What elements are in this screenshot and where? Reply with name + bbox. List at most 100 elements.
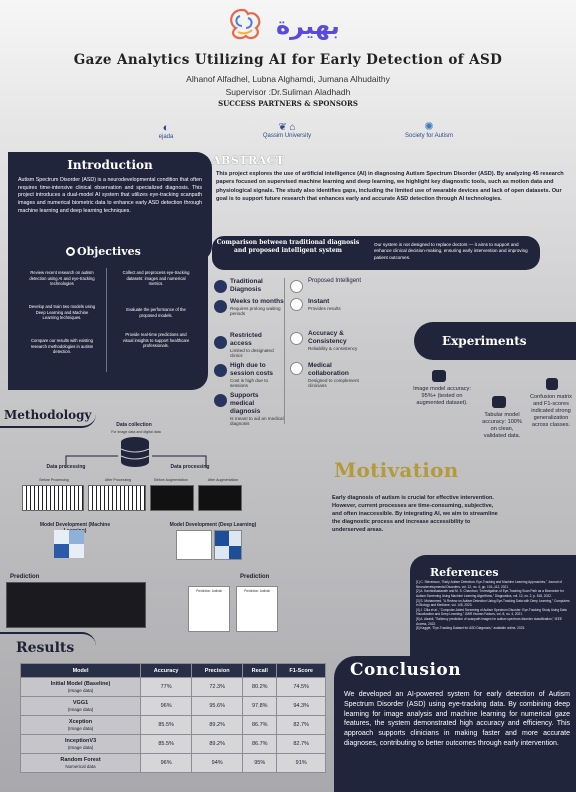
- prediction-label: Prediction: [10, 574, 40, 580]
- poster-title: Gaze Analytics Utilizing AI for Early De…: [73, 52, 503, 68]
- precision-cell: 89.2%: [191, 715, 244, 735]
- reference-item: [1] C. Stevenson, "Early Autism Detectio…: [416, 580, 563, 589]
- reference-item: [5] A. Alsaidi, "Saliency prediction of …: [416, 617, 562, 626]
- conclusion-text: We developed an AI-powered system for ea…: [344, 691, 570, 747]
- introduction-heading: Introduction: [67, 158, 153, 172]
- objective-item: Develop and train two models using Deep …: [28, 304, 96, 321]
- methodology-underline: [0, 400, 96, 428]
- ai-icon: [290, 280, 303, 293]
- abstract-text: This project explores the use of artific…: [216, 171, 564, 203]
- reference-item: [3] S. Mohammed, "A Review on Autism Det…: [416, 598, 570, 608]
- column-header: F1-Score: [276, 663, 326, 678]
- accuracy-cell: 85.5%: [140, 734, 193, 754]
- prediction-image: Prediction: Autistic: [236, 586, 278, 632]
- abstract-heading: ABSTRACT: [212, 154, 285, 167]
- stethoscope-icon: [214, 394, 227, 407]
- model-cell: Initial Model (Baseline) (Image data): [19, 677, 142, 697]
- references-panel: [410, 555, 576, 675]
- before-processing-image: [22, 485, 84, 511]
- database-icon: [120, 437, 150, 467]
- methodology-heading: Methodology: [4, 408, 92, 422]
- coin-icon: [214, 364, 227, 377]
- table-row: VGG1 (Image data) 96% 95.6% 97.8% 94.3%: [19, 696, 326, 716]
- experiment-item: Image model accuracy: 95%+ (tested on au…: [413, 386, 471, 406]
- results-table: Model Accuracy Precision Recall F1-Score…: [19, 663, 326, 773]
- recall-cell: 86.7%: [242, 715, 278, 735]
- recall-cell: 86.7%: [242, 734, 278, 754]
- before-augmentation-label: Before Augmentation: [154, 478, 188, 482]
- f1-cell: 82.7%: [276, 715, 326, 735]
- conclusion-heading: Conclusion: [350, 660, 462, 680]
- motivation-text: Early diagnosis of autism is crucial for…: [332, 495, 498, 534]
- model-cell: VGG1 (Image data): [19, 696, 142, 716]
- objective-item: Compare our results with existing resear…: [30, 338, 94, 355]
- table-header-row: Model Accuracy Precision Recall F1-Score: [19, 663, 326, 678]
- table-row: Initial Model (Baseline) (Image data) 77%…: [19, 677, 326, 697]
- results-heading: Results: [16, 640, 75, 656]
- column-header: Recall: [242, 663, 278, 678]
- data-processing-label: Data processing: [170, 464, 210, 470]
- table-icon: [492, 396, 506, 408]
- dl-training-plot: [176, 530, 212, 560]
- results-overline: [0, 632, 96, 660]
- lock-icon: [214, 336, 227, 349]
- table-row: InceptionV3 (Image data) 85.5% 89.2% 86.7…: [19, 734, 326, 754]
- objectives-heading: Objectives: [66, 245, 141, 258]
- proposed-item: Medical collaboration Designed to complem…: [308, 362, 359, 389]
- sponsor-logo-ejada: ◐ ejada: [158, 122, 174, 140]
- objectives-divider: [106, 268, 107, 372]
- reference-item: [4] J. Cilia et al., "Computer-Aided Scr…: [416, 607, 567, 617]
- logo-text: بهيرة: [276, 12, 340, 40]
- proposed-item: Instant Provides results: [308, 298, 341, 311]
- motivation-heading: Motivation: [334, 458, 459, 482]
- introduction-text: Autism Spectrum Disorder (ASD) is a neur…: [18, 177, 202, 214]
- recall-cell: 97.8%: [242, 696, 278, 716]
- column-header: Precision: [191, 663, 244, 678]
- comparison-divider: [284, 278, 285, 424]
- objective-item: Provide real-time predictions and visual…: [122, 332, 190, 349]
- model-cell: Xception (Image data): [19, 715, 142, 735]
- comparison-note: Our system is not designed to replace do…: [364, 236, 540, 270]
- authors: Alhanof Alfadhel, Lubna Alghamdi, Jumana…: [186, 74, 390, 84]
- proposed-item: Accuracy & Consistency Reliability & cons…: [308, 330, 358, 351]
- objective-item: Collect and preprocess eye-tracking data…: [122, 270, 190, 287]
- experiment-item: Tabular model accuracy: 100% on clean, v…: [482, 412, 522, 439]
- prediction-code-output: [6, 582, 146, 628]
- references-heading: References: [430, 566, 499, 579]
- f1-cell: 91%: [276, 753, 326, 773]
- traditional-item: Supports medical diagnosis Is meant to ai…: [230, 392, 284, 426]
- table-row: Random Forest Numerical data 96% 94% 95% …: [19, 753, 326, 773]
- f1-cell: 74.5%: [276, 677, 326, 697]
- dl-confusion-matrix: [214, 530, 242, 560]
- references-list: [1] C. Stevenson, "Early Autism Detectio…: [416, 580, 570, 631]
- experiments-heading: Experiments: [414, 322, 576, 360]
- model-cell: Random Forest Numerical data: [19, 753, 142, 773]
- table-row: Xception (Image data) 85.5% 89.2% 86.7% 8…: [19, 715, 326, 735]
- precision-cell: 89.2%: [191, 734, 244, 754]
- precision-cell: 94%: [191, 753, 244, 773]
- data-collection-sub: For image data and digital data: [111, 430, 161, 434]
- objective-item: Review recent research on autism detecti…: [29, 270, 95, 287]
- clinic-icon: [214, 280, 227, 293]
- after-augmentation-label: After Augmentation: [207, 478, 239, 482]
- objective-item: Evaluate the performance of the proposed…: [126, 307, 186, 318]
- accuracy-cell: 85.5%: [140, 715, 193, 735]
- ml-confusion-matrix: [54, 530, 84, 558]
- after-processing-label: After Processing: [104, 478, 132, 482]
- image-icon: [432, 370, 446, 382]
- recall-cell: 95%: [242, 753, 278, 773]
- dl-model-label: Model Development (Deep Learning): [169, 522, 257, 528]
- bahira-logo: بهيرة: [230, 8, 340, 40]
- accuracy-cell: 96%: [140, 753, 193, 773]
- traditional-item: High due to session costs Cost is high du…: [230, 362, 273, 389]
- recall-cell: 80.2%: [242, 677, 278, 697]
- after-augmentation-image: [198, 485, 242, 511]
- after-processing-image: [88, 485, 146, 511]
- before-augmentation-image: [150, 485, 194, 511]
- precision-cell: 95.6%: [191, 696, 244, 716]
- conclusion-panel: [334, 656, 576, 792]
- accuracy-cell: 96%: [140, 696, 193, 716]
- lightning-icon: [290, 298, 303, 311]
- objectives-panel: [8, 240, 208, 390]
- traditional-heading: Traditional Diagnosis: [230, 278, 263, 293]
